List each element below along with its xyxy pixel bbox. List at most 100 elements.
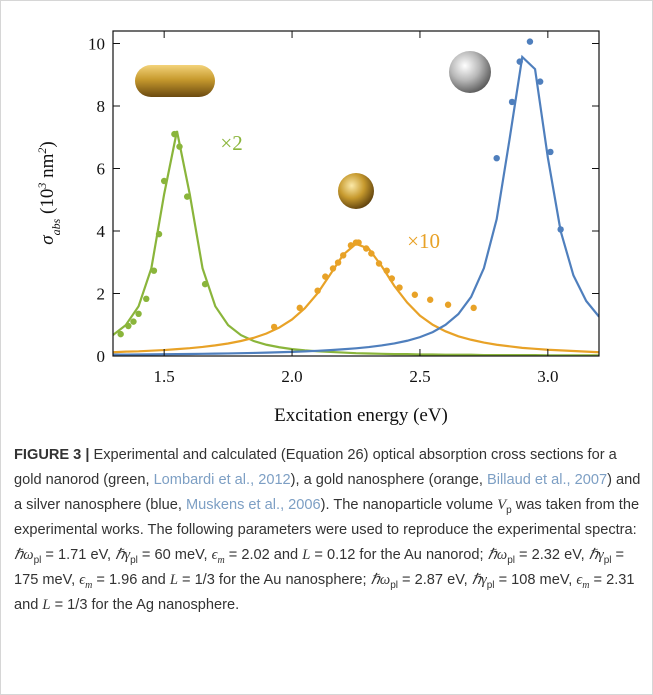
data-point — [340, 252, 347, 259]
data-point — [143, 295, 150, 303]
caption-text: = 2.31 and — [14, 572, 635, 613]
data-point — [470, 304, 477, 312]
data-point — [296, 304, 303, 312]
data-point — [171, 130, 178, 138]
caption-text: = 1.71 eV, — [41, 547, 116, 563]
data-point — [201, 280, 209, 288]
axes-frame — [112, 30, 600, 357]
data-point — [547, 148, 554, 156]
data-point — [329, 265, 337, 272]
caption-text: V — [497, 497, 507, 513]
data-point — [125, 322, 132, 330]
caption-text: was taken from the experimental works. T… — [14, 497, 640, 538]
data-point — [135, 310, 142, 318]
y-label-part: ) — [37, 141, 58, 147]
caption-text: = 2.02 and — [224, 547, 303, 563]
caption-text: ), a gold nanosphere (orange, — [290, 472, 488, 488]
data-point — [117, 330, 124, 338]
caption-text: ℏω — [487, 547, 508, 563]
y-label-part: 3 — [35, 183, 49, 190]
y-label-part: σ — [37, 235, 58, 245]
caption-text: ℏγ — [588, 547, 604, 563]
caption-text: ℏω — [14, 547, 34, 563]
caption-text: m — [582, 579, 590, 591]
citation-link[interactable]: Lombardi et al., 2012 — [153, 472, 291, 488]
y-tick-label: 4 — [97, 222, 106, 241]
data-point — [334, 259, 342, 266]
x-tick-label: 1.5 — [154, 367, 175, 386]
data-point — [526, 38, 534, 45]
data-point — [368, 250, 375, 257]
y-label-part: (10 — [37, 189, 58, 219]
caption-text: ϵ — [576, 572, 583, 588]
caption-text: FIGURE 3 | — [14, 447, 90, 463]
caption-text: ϵ — [79, 572, 86, 588]
caption-text: m — [217, 554, 225, 566]
caption-text: L — [169, 572, 178, 588]
caption-text: L — [302, 547, 311, 563]
caption-text: m — [85, 579, 93, 591]
y-tick-label: 6 — [97, 160, 106, 179]
annotation: ×2 — [220, 131, 242, 155]
caption-text: ϵ — [211, 547, 218, 563]
y-axis-label: σabs (103 nm2) — [35, 141, 63, 244]
caption-text: = 1/3 for the Au nanosphere; — [177, 572, 371, 588]
silver-sphere-image — [449, 51, 491, 93]
y-tick-label: 2 — [97, 285, 106, 304]
caption-text: = 1.96 and — [92, 572, 170, 588]
caption-text: ℏγ — [115, 547, 131, 563]
data-point — [375, 260, 383, 267]
data-point — [150, 267, 158, 274]
data-point — [536, 78, 544, 85]
data-point — [396, 284, 403, 291]
data-point — [155, 230, 163, 238]
data-point — [426, 296, 434, 303]
citation-link[interactable]: Billaud et al., 2007 — [487, 472, 608, 488]
curve — [113, 130, 599, 357]
chart: Excitation energy (eV) σabs (103 nm2) 1.… — [35, 30, 600, 426]
y-label-part: abs — [49, 218, 63, 235]
caption-text: ). The nanoparticle volume — [320, 497, 498, 513]
citation-link[interactable]: Muskens et al., 2006 — [185, 497, 321, 513]
caption-text: = 60 meV, — [137, 547, 212, 563]
gold-sphere-image — [338, 173, 374, 209]
y-label-part: nm — [37, 153, 58, 182]
data-point — [130, 318, 137, 325]
caption-text: pl — [130, 554, 138, 566]
y-tick-label: 10 — [88, 35, 105, 54]
caption-text: pl — [390, 579, 398, 591]
caption-text: pl — [603, 554, 612, 566]
caption-text: ℏγ — [471, 572, 487, 588]
data-point — [508, 98, 516, 106]
x-tick-label: 2.0 — [281, 367, 302, 386]
caption: FIGURE 3 | Experimental and calculated (… — [14, 443, 642, 618]
data-point — [322, 273, 329, 280]
caption-text: L — [42, 597, 51, 613]
caption-text: Experimental and calculated (Equation 26… — [14, 447, 617, 488]
caption-text: pl — [33, 554, 42, 566]
data-point — [444, 301, 452, 308]
data-point — [183, 193, 191, 200]
data-point — [160, 177, 168, 185]
y-tick-label: 8 — [97, 97, 106, 116]
data-point — [355, 239, 362, 246]
caption-text: = 108 meV, — [494, 572, 577, 588]
nanorod-image — [135, 65, 215, 97]
data-point — [388, 275, 396, 282]
y-label-part: 2 — [35, 148, 49, 154]
annotation: ×10 — [407, 229, 440, 253]
caption-text: pl — [486, 579, 495, 591]
data-point — [516, 58, 523, 65]
y-tick-label: 0 — [97, 347, 106, 366]
data-point — [363, 245, 370, 252]
data-point — [493, 154, 500, 162]
caption-text: = 1/3 for the Ag nanosphere. — [50, 597, 240, 613]
caption-text: ) and a silver nanosphere (blue, — [14, 472, 641, 513]
data-point — [347, 242, 355, 249]
data-point — [557, 226, 564, 233]
caption-text: = 2.32 eV, — [514, 547, 589, 563]
caption-text: = 0.12 for the Au nanorod; — [310, 547, 488, 563]
caption-text: p — [506, 504, 512, 516]
caption-text: ℏω — [370, 572, 391, 588]
